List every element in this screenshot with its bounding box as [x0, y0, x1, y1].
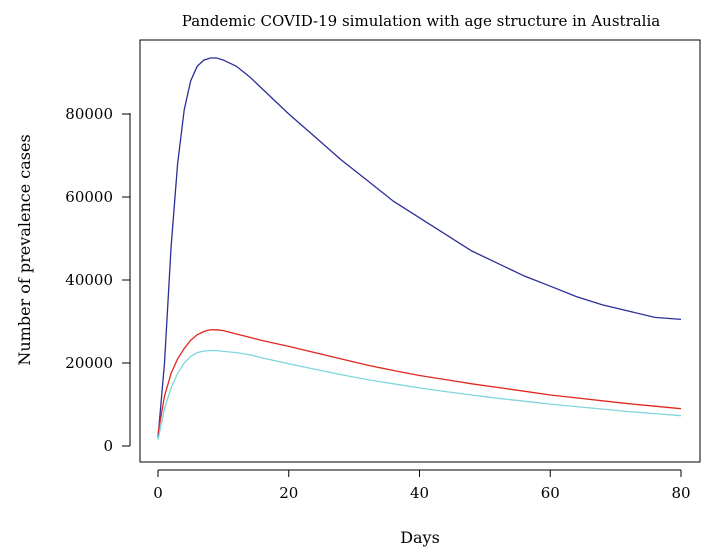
x-axis-label: Days — [400, 528, 440, 547]
plot-frame — [139, 39, 701, 463]
x-axis-ticks: 0 20 40 60 80 — [153, 470, 691, 502]
y-axis-label: Number of prevalence cases — [15, 134, 34, 365]
y-axis-ticks: 0 20000 40000 60000 80000 — [65, 105, 130, 455]
chart-title: Pandemic COVID-19 simulation with age st… — [182, 12, 660, 30]
x-tick-label: 60 — [541, 484, 560, 502]
x-tick-label: 20 — [279, 484, 298, 502]
y-tick-label: 20000 — [65, 354, 113, 372]
y-tick-label: 0 — [103, 437, 113, 455]
x-tick-label: 40 — [410, 484, 429, 502]
series-line-3 — [157, 349, 682, 440]
series-line-1 — [157, 57, 682, 438]
series-line-2 — [157, 329, 682, 434]
y-tick-label: 60000 — [65, 188, 113, 206]
x-tick-label: 80 — [671, 484, 690, 502]
x-tick-label: 0 — [153, 484, 163, 502]
y-tick-label: 40000 — [65, 271, 113, 289]
y-tick-label: 80000 — [65, 105, 113, 123]
series-layer — [157, 57, 682, 440]
